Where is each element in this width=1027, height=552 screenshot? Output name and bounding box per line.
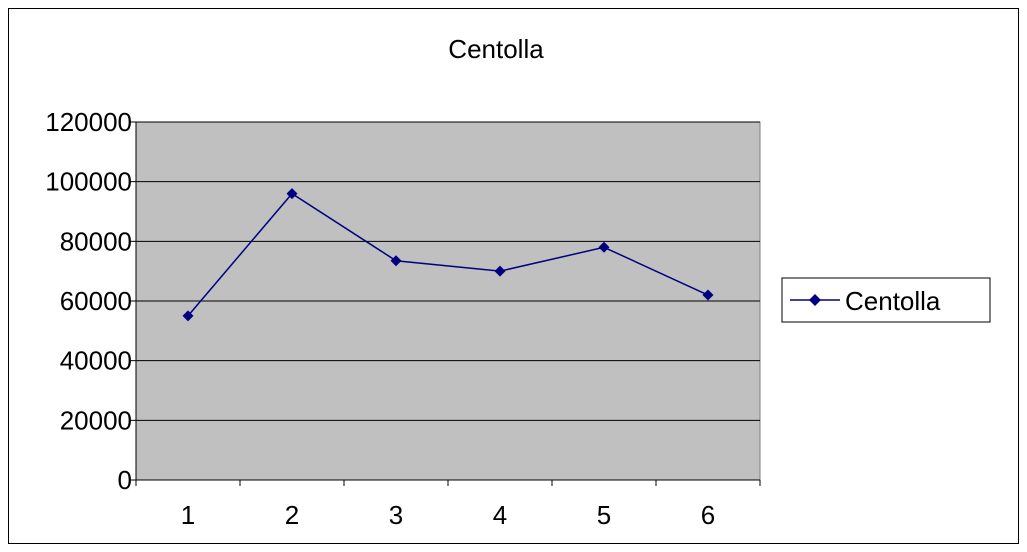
x-tick-label: 2 — [285, 500, 299, 530]
grid-lines — [136, 121, 760, 421]
y-tick-label: 80000 — [60, 226, 132, 256]
data-point — [494, 265, 506, 277]
y-tick-label: 0 — [118, 465, 132, 495]
chart-title: Centolla — [448, 34, 544, 64]
x-tick-label: 1 — [181, 500, 195, 530]
data-point — [390, 255, 402, 267]
x-axis: 1 2 3 4 5 6 — [135, 479, 761, 530]
legend-label: Centolla — [845, 286, 941, 316]
y-tick-label: 60000 — [60, 286, 132, 316]
x-tick-label: 3 — [389, 500, 403, 530]
x-tick-label: 4 — [493, 500, 507, 530]
y-tick-label: 20000 — [60, 405, 132, 435]
y-axis: 0 20000 40000 60000 80000 100000 120000 — [45, 107, 137, 495]
y-tick-label: 100000 — [45, 167, 132, 197]
data-point — [286, 188, 298, 200]
legend: Centolla — [781, 277, 991, 323]
data-point — [598, 241, 610, 253]
x-tick-label: 6 — [701, 500, 715, 530]
x-tick-label: 5 — [597, 500, 611, 530]
data-point — [702, 289, 714, 301]
y-tick-label: 40000 — [60, 346, 132, 376]
y-tick-label: 120000 — [45, 107, 132, 137]
series-line — [187, 192, 709, 317]
data-point — [182, 310, 194, 322]
series-centolla — [182, 188, 714, 322]
legend-marker — [809, 294, 821, 306]
